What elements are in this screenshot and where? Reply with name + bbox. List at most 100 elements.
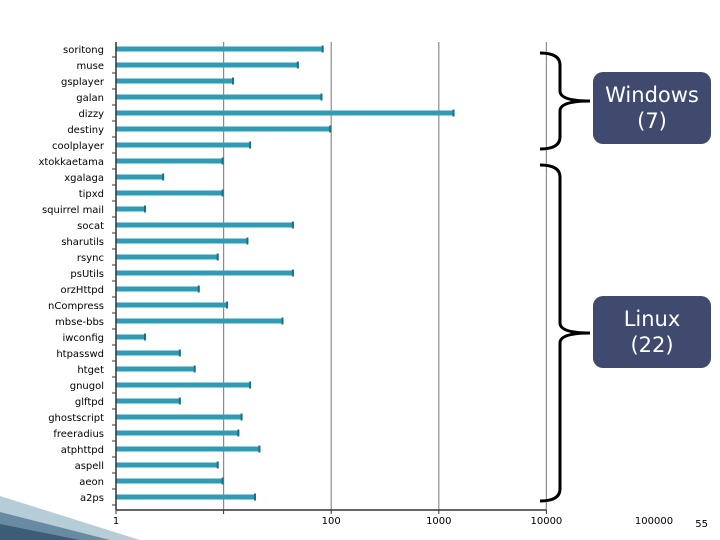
linux-group-count: (22) (630, 333, 674, 357)
bar-end-cap (452, 109, 455, 117)
bar-end-cap (321, 45, 324, 53)
bar-end-cap (226, 301, 229, 309)
bar (116, 238, 249, 244)
bar (116, 110, 455, 116)
bar-end-cap (329, 125, 332, 133)
bar (116, 126, 332, 132)
bars (116, 45, 455, 501)
bar (116, 366, 196, 372)
category-label: tipxd (79, 189, 104, 200)
bar-end-cap (178, 397, 181, 405)
bar-end-cap (143, 205, 146, 213)
category-label: htpasswd (56, 349, 104, 360)
windows-group-label: Windows (605, 83, 699, 107)
category-label: galan (76, 93, 104, 104)
bar (116, 398, 181, 404)
category-label: mbse-bbs (55, 317, 104, 328)
bar-end-cap (237, 429, 240, 437)
category-label: squirrel mail (42, 205, 104, 216)
category-label: dizzy (78, 109, 104, 120)
category-label: iwconfig (62, 333, 104, 344)
x-tick-labels: 1 100 1000 10000 100000 (113, 516, 673, 527)
category-label: coolplayer (52, 141, 105, 152)
category-label: glftpd (75, 397, 104, 408)
category-label: socat (77, 221, 104, 232)
category-label: soritong (63, 45, 104, 56)
category-label: destiny (67, 125, 104, 136)
category-label: xtokkaetama (38, 157, 104, 168)
bar (116, 382, 252, 388)
category-label: gsplayer (61, 77, 105, 88)
bar-end-cap (249, 381, 252, 389)
category-label: psUtils (70, 269, 104, 280)
x-tick-label: 100 (322, 516, 341, 527)
bar (116, 206, 146, 212)
bar (116, 270, 294, 276)
bar-end-cap (296, 61, 299, 69)
bar-end-cap (178, 349, 181, 357)
x-tick-label: 10000 (530, 516, 562, 527)
bar (116, 190, 224, 196)
linux-group-label: Linux (623, 307, 681, 331)
bar (116, 46, 324, 52)
bar-end-cap (281, 317, 284, 325)
bar (116, 318, 284, 324)
category-label: aspell (75, 461, 104, 472)
bar (116, 478, 224, 484)
bar (116, 334, 146, 340)
category-label: sharutils (61, 237, 104, 248)
category-label: muse (77, 61, 104, 72)
bar (116, 94, 323, 100)
bar-end-cap (216, 461, 219, 469)
bar (116, 414, 243, 420)
bar-end-cap (240, 413, 243, 421)
linux-group-callout: Linux (22) (593, 296, 711, 368)
category-label: aeon (79, 477, 104, 488)
bar-end-cap (249, 141, 252, 149)
category-label: rsync (77, 253, 104, 264)
bar (116, 78, 235, 84)
bar-end-cap (291, 221, 294, 229)
bar-end-cap (193, 365, 196, 373)
category-label: nCompress (48, 301, 104, 312)
bar (116, 62, 299, 68)
bar-end-cap (216, 253, 219, 261)
bar-end-cap (320, 93, 323, 101)
bar (116, 174, 165, 180)
bar-end-cap (258, 445, 261, 453)
axes (112, 42, 547, 514)
x-tick-label: 1 (113, 516, 119, 527)
bar (116, 302, 229, 308)
category-label: atphttpd (61, 445, 104, 456)
corner-decoration (0, 496, 140, 540)
category-label: orzHttpd (60, 285, 104, 296)
bar (116, 430, 240, 436)
bar (116, 462, 219, 468)
bar (116, 254, 219, 260)
windows-group-callout: Windows (7) (593, 72, 711, 144)
category-label: htget (77, 365, 104, 376)
x-tick-label: 1000 (426, 516, 451, 527)
bar (116, 494, 256, 500)
category-label: ghostscript (48, 413, 104, 424)
bar (116, 222, 294, 228)
category-label: freeradius (53, 429, 104, 440)
bar-end-cap (197, 285, 200, 293)
bar (116, 446, 261, 452)
bar-end-cap (232, 77, 235, 85)
group-braces (539, 51, 591, 503)
bar (116, 142, 252, 148)
bar-end-cap (221, 189, 224, 197)
windows-group-count: (7) (637, 109, 667, 133)
bar-end-cap (143, 333, 146, 341)
bar (116, 350, 181, 356)
category-label: a2ps (80, 493, 104, 504)
bar-end-cap (291, 269, 294, 277)
category-labels: soritong muse gsplayer galan dizzy destiny coo… (38, 45, 104, 504)
page-number: 55 (695, 519, 708, 530)
category-label: xgalaga (64, 173, 104, 184)
bar-end-cap (221, 157, 224, 165)
bar (116, 158, 224, 164)
bar-end-cap (162, 173, 165, 181)
